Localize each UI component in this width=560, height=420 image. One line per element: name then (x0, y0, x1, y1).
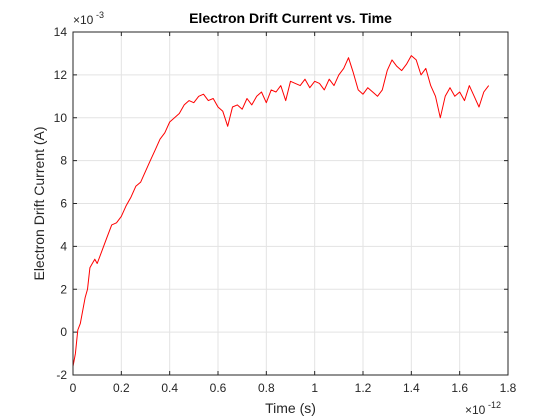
x-tick-label: 0 (70, 381, 77, 395)
x-axis-label: Time (s) (265, 400, 316, 416)
x-tick-label: 1.2 (355, 381, 372, 395)
y-tick-label: 10 (54, 111, 68, 125)
y-tick-label: 12 (54, 68, 68, 82)
x-tick-label: 1 (311, 381, 318, 395)
y-exponent-power: -3 (96, 10, 104, 20)
x-tick-label: 0.8 (258, 381, 275, 395)
x-tick-label: 1.8 (500, 381, 517, 395)
x-tick-label: 0.4 (161, 381, 178, 395)
x-tick-label: 1.4 (403, 381, 420, 395)
y-tick-label: 4 (60, 239, 67, 253)
y-tick-label: 2 (60, 282, 67, 296)
series-line (72, 55, 490, 367)
x-tick-label: 0.6 (210, 381, 227, 395)
x-exponent-base: ×10 (465, 403, 486, 417)
series-layer (72, 55, 490, 367)
y-tick-label: 6 (60, 197, 67, 211)
y-axis-exponent: ×10 -3 (73, 10, 104, 27)
y-tick-label: -2 (56, 368, 67, 382)
y-tick-label: 8 (60, 154, 67, 168)
y-exponent-base: ×10 (73, 13, 94, 27)
x-tick-label: 0.2 (113, 381, 130, 395)
x-axis-exponent: ×10 -12 (465, 400, 501, 417)
chart-title: Electron Drift Current vs. Time (189, 10, 392, 26)
y-tick-label: 14 (54, 25, 68, 39)
y-tick-label: 0 (60, 325, 67, 339)
x-exponent-power: -12 (488, 400, 501, 410)
y-axis-label: Electron Drift Current (A) (31, 126, 47, 280)
x-tick-label: 1.6 (451, 381, 468, 395)
ticks (72, 31, 509, 376)
